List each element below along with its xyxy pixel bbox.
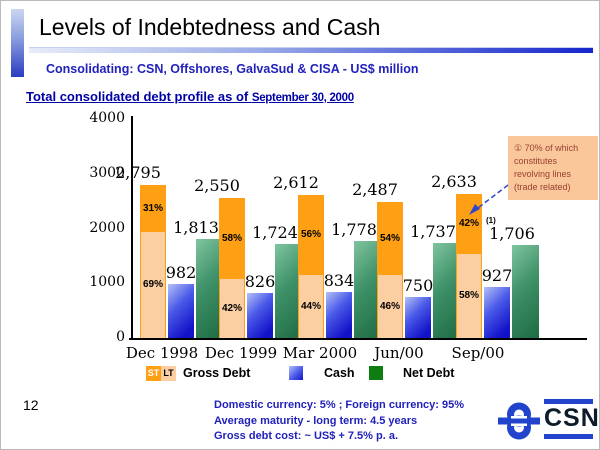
x-axis-category-label: Dec 1998	[125, 344, 199, 362]
bar-cash	[484, 287, 510, 338]
legend-gross-debt: ST LT Gross Debt	[146, 365, 250, 381]
legend-net-swatch	[369, 366, 383, 380]
csn-logo-emblem-icon	[498, 402, 540, 440]
bar-cash	[405, 296, 431, 338]
chart-title-text: Total consolidated debt profile as of	[26, 89, 252, 104]
bar-net	[433, 242, 460, 338]
csn-logo: CSN	[498, 399, 599, 443]
x-axis-category-label: Mar 2000	[282, 344, 358, 362]
cash-value-label: 982	[165, 263, 197, 283]
footer-line-3: Gross debt cost: ~ US$ + 7.5% p. a.	[214, 430, 399, 442]
annotation-marker: ①	[514, 143, 523, 153]
net-value-label: 1,737	[410, 221, 456, 241]
cash-value-label: 834	[323, 271, 355, 291]
bar-net	[512, 244, 539, 338]
net-value-label: 1,706	[489, 223, 535, 243]
y-axis-tick-label: 4000	[89, 110, 125, 126]
bar-gross-st	[456, 193, 482, 255]
st-percent-label: 54%	[379, 232, 400, 244]
y-axis-tick-label: 2000	[89, 219, 125, 236]
bar-cash	[168, 284, 194, 338]
legend-cash: Cash	[289, 365, 355, 381]
gross-value-label: 2,612	[273, 172, 319, 192]
bar-gross-st	[298, 194, 324, 276]
annotation-text: 70% of which constitutes revolving lines…	[514, 143, 579, 193]
bar-cash	[326, 292, 352, 338]
annotation-callout: ① 70% of which constitutes revolving lin…	[508, 136, 598, 201]
bar-gross-lt	[140, 232, 166, 338]
logo-text: CSN	[544, 404, 600, 432]
cash-value-label: 927	[481, 266, 513, 286]
legend-cash-swatch	[289, 366, 303, 380]
legend-gross-label: Gross Debt	[183, 366, 251, 380]
gross-value-label: 2,487	[352, 179, 398, 199]
lt-percent-label: 44%	[300, 300, 321, 312]
lt-percent-label: 58%	[458, 290, 479, 302]
bar-gross-lt	[456, 254, 482, 338]
logo-bottom-bar	[544, 434, 593, 439]
net-value-label: 1,778	[331, 219, 377, 239]
st-percent-label: 31%	[142, 202, 163, 214]
gross-value-label: 2,633	[431, 171, 477, 191]
x-axis-line	[129, 338, 587, 340]
bar-gross-st	[140, 184, 166, 233]
bar-net	[354, 240, 381, 338]
bar-gross-lt	[298, 275, 324, 338]
bar-gross-st	[219, 198, 245, 280]
bar-gross-st	[377, 201, 403, 276]
footer-notes: Domestic currency: 5% ; Foreign currency…	[214, 398, 464, 445]
gross-value-label: 2,550	[194, 176, 240, 196]
page-number: 12	[23, 397, 39, 413]
logo-top-bar	[544, 399, 593, 404]
title-rule	[29, 47, 593, 53]
gross-value-label: 2,795	[115, 162, 161, 182]
bar-cash	[247, 292, 273, 338]
st-percent-label: 58%	[221, 232, 242, 244]
lt-percent-label: 42%	[221, 302, 242, 314]
legend-cash-label: Cash	[324, 366, 355, 380]
st-percent-label: 42%	[458, 218, 479, 230]
bar-gross-lt	[377, 275, 403, 338]
lt-percent-label: 46%	[379, 300, 400, 312]
net-value-label: 1,724	[252, 222, 298, 242]
y-axis-tick-label: 3000	[89, 164, 125, 181]
legend-st-swatch: ST	[146, 365, 161, 381]
title-accent-bar	[11, 9, 24, 77]
chart-title: Total consolidated debt profile as of Se…	[26, 88, 354, 106]
x-axis-category-label: Dec 1999	[204, 344, 278, 362]
st-percent-label: 56%	[300, 229, 321, 241]
y-axis-tick-label: 0	[116, 329, 125, 345]
legend-net-debt: Net Debt	[369, 365, 454, 381]
bar-net	[275, 243, 302, 338]
footer-line-2: Average maturity - long term: 4.5 years	[214, 414, 418, 427]
y-axis-line	[131, 116, 133, 338]
y-axis-tick-label: 1000	[89, 274, 125, 291]
chart-title-date: September 30, 2000	[251, 92, 354, 104]
footnote-marker: (1)	[486, 216, 496, 226]
bar-gross-lt	[219, 279, 245, 338]
cash-value-label: 750	[402, 275, 434, 295]
legend-lt-swatch: LT	[161, 365, 176, 381]
subtitle: Consolidating: CSN, Offshores, GalvaSud …	[46, 62, 419, 76]
net-value-label: 1,813	[173, 217, 219, 237]
cash-value-label: 826	[244, 271, 276, 291]
x-axis-category-label: Sep/00	[451, 344, 505, 362]
annotation-arrow	[469, 184, 509, 215]
page-title: Levels of Indebtedness and Cash	[39, 14, 381, 40]
footer-line-1: Domestic currency: 5% ; Foreign currency…	[214, 399, 465, 411]
x-axis-category-label: Jun/00	[374, 344, 424, 362]
lt-percent-label: 69%	[142, 279, 163, 291]
legend-net-label: Net Debt	[403, 366, 455, 380]
bar-net	[196, 238, 223, 338]
